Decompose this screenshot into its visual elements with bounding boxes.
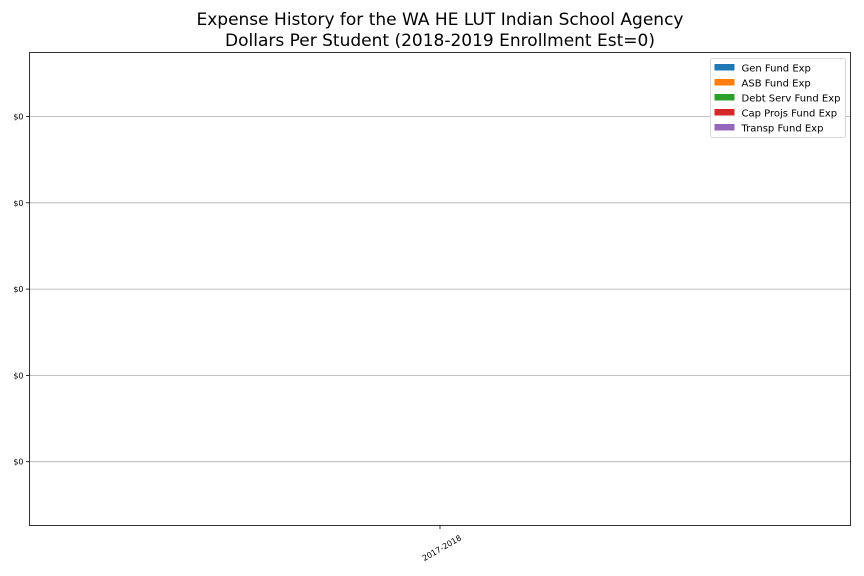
legend-swatch bbox=[714, 124, 735, 131]
legend: Gen Fund Exp ASB Fund Exp Debt Serv Fund E… bbox=[710, 58, 846, 138]
x-axis-ticks: 2017-2018 bbox=[421, 525, 463, 563]
legend-swatch bbox=[714, 79, 735, 86]
legend-swatch bbox=[714, 64, 735, 71]
legend-swatch bbox=[714, 94, 735, 101]
y-tick-label: $0 bbox=[13, 113, 23, 122]
legend-item: Transp Fund Exp bbox=[714, 124, 824, 135]
legend-label: Cap Projs Fund Exp bbox=[742, 109, 838, 120]
legend-swatch bbox=[714, 109, 735, 116]
y-axis-ticks: $0 $0 $0 $0 $0 bbox=[13, 113, 30, 467]
x-tick-label: 2017-2018 bbox=[421, 533, 463, 563]
legend-label: Gen Fund Exp bbox=[742, 64, 811, 75]
y-tick-label: $0 bbox=[13, 371, 23, 380]
y-gridlines bbox=[29, 116, 851, 463]
y-tick-label: $0 bbox=[13, 458, 23, 467]
chart-title: Expense History for the WA HE LUT Indian… bbox=[196, 10, 683, 51]
legend-label: Debt Serv Fund Exp bbox=[742, 94, 841, 105]
legend-item: Gen Fund Exp bbox=[714, 64, 811, 75]
legend-label: ASB Fund Exp bbox=[742, 79, 811, 90]
legend-frame bbox=[710, 58, 846, 138]
legend-label: Transp Fund Exp bbox=[741, 124, 824, 135]
legend-item: Cap Projs Fund Exp bbox=[714, 109, 838, 120]
legend-item: Debt Serv Fund Exp bbox=[714, 94, 841, 105]
y-tick-label: $0 bbox=[13, 199, 23, 208]
chart-title-line-1: Expense History for the WA HE LUT Indian… bbox=[196, 10, 683, 30]
legend-item: ASB Fund Exp bbox=[714, 79, 811, 90]
chart-title-line-2: Dollars Per Student (2018-2019 Enrollmen… bbox=[225, 31, 655, 51]
y-tick-label: $0 bbox=[13, 285, 23, 294]
